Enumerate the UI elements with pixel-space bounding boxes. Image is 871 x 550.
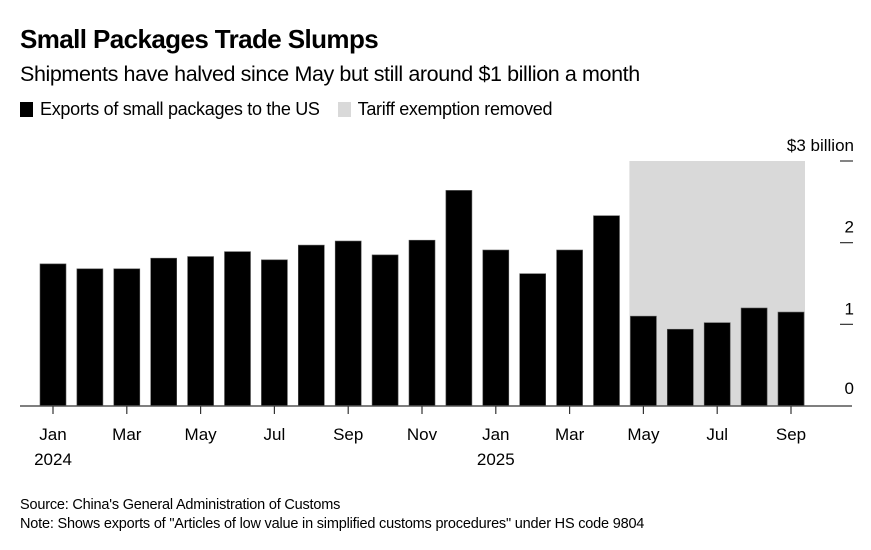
bar — [113, 268, 141, 407]
y-tick-label: 2 — [845, 218, 854, 237]
legend-item-exports: Exports of small packages to the US — [20, 99, 320, 120]
x-tick-label: Jan — [482, 425, 509, 444]
bar — [482, 249, 510, 407]
bar — [187, 256, 214, 407]
bar — [76, 268, 104, 407]
x-tick-label: May — [185, 425, 218, 444]
bar — [445, 190, 473, 407]
bar — [371, 254, 399, 407]
legend-swatch-exports — [20, 102, 33, 117]
bar — [777, 311, 805, 407]
x-tick-label: Mar — [112, 425, 142, 444]
bar — [666, 328, 694, 407]
bar — [593, 215, 620, 407]
x-tick-label: May — [627, 425, 660, 444]
bar — [519, 273, 547, 407]
bar — [703, 322, 731, 407]
chart-subtitle: Shipments have halved since May but stil… — [20, 62, 640, 86]
bar — [39, 263, 67, 407]
x-tick-label: Jul — [706, 425, 728, 444]
bar — [261, 259, 288, 407]
x-tick-label: Mar — [555, 425, 585, 444]
bar — [556, 249, 583, 407]
y-tick-label: 0 — [845, 379, 854, 398]
legend-item-tariff: Tariff exemption removed — [337, 99, 553, 120]
bar — [740, 307, 768, 407]
bar — [297, 244, 325, 407]
source-note: Source: China's General Administration o… — [20, 497, 341, 513]
bar — [408, 239, 436, 407]
axis-layer: Jan 2024 Mar May Jul Sep Nov Jan 2025 Mar May Jul Se… — [20, 136, 854, 469]
legend-swatch-tariff — [337, 102, 351, 117]
x-tick-label: Sep — [776, 425, 806, 444]
x-tick-label: Jan — [39, 425, 66, 444]
bar — [334, 240, 362, 407]
bar — [224, 251, 251, 407]
legend-label-tariff: Tariff exemption removed — [357, 99, 553, 119]
bar — [630, 315, 657, 407]
x-year-label: 2024 — [34, 450, 72, 469]
y-tick-label: $3 billion — [787, 136, 854, 155]
bar-layer — [39, 190, 805, 407]
y-tick-label: 1 — [845, 299, 854, 318]
x-tick-label: Nov — [407, 425, 438, 444]
chart-title: Small Packages Trade Slumps — [20, 24, 379, 54]
footnote: Note: Shows exports of "Articles of low … — [20, 516, 645, 532]
bar — [150, 257, 177, 407]
legend-label-exports: Exports of small packages to the US — [40, 99, 320, 119]
legend: Exports of small packages to the US Tari… — [20, 99, 570, 120]
x-year-label: 2025 — [477, 450, 515, 469]
x-tick-label: Sep — [333, 425, 363, 444]
x-tick-label: Jul — [264, 425, 286, 444]
